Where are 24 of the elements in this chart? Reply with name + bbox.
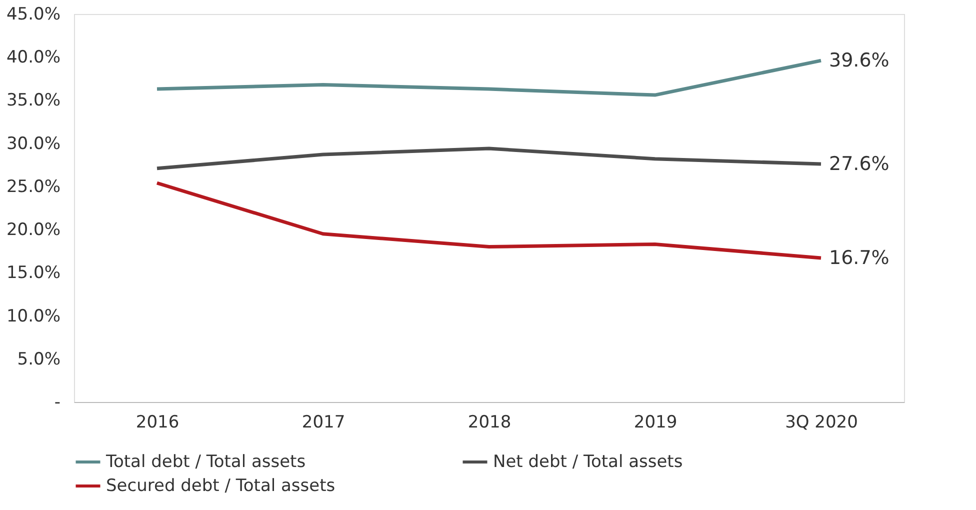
legend-label: Total debt / Total assets — [105, 452, 306, 472]
legend-label: Net debt / Total assets — [493, 452, 683, 472]
line-series — [155, 181, 823, 260]
y-tick-label: 10.0% — [6, 306, 60, 326]
x-tick-label: 2017 — [302, 412, 346, 432]
legend-label: Secured debt / Total assets — [106, 476, 336, 496]
y-tick-label: 5.0% — [17, 349, 60, 370]
y-tick-label: 15.0% — [6, 263, 60, 284]
data-label: 39.6% — [829, 50, 890, 72]
y-tick-label: 45.0% — [6, 4, 60, 24]
y-tick-label: 35.0% — [6, 90, 60, 111]
x-tick-label: 2018 — [468, 412, 512, 432]
data-label: 16.7% — [829, 247, 890, 270]
line-series — [155, 146, 823, 170]
x-tick-label: 3Q 2020 — [785, 412, 858, 432]
y-tick-label: 20.0% — [6, 220, 60, 240]
x-tick-label: 2019 — [634, 412, 678, 432]
line-series — [155, 58, 823, 97]
y-tick-label: 30.0% — [6, 134, 60, 154]
x-tick-label: 2016 — [136, 412, 180, 432]
y-tick-label: 25.0% — [6, 176, 60, 197]
y-tick-label: - — [54, 392, 60, 412]
y-tick-label: 40.0% — [6, 48, 60, 68]
data-label: 27.6% — [829, 153, 890, 176]
